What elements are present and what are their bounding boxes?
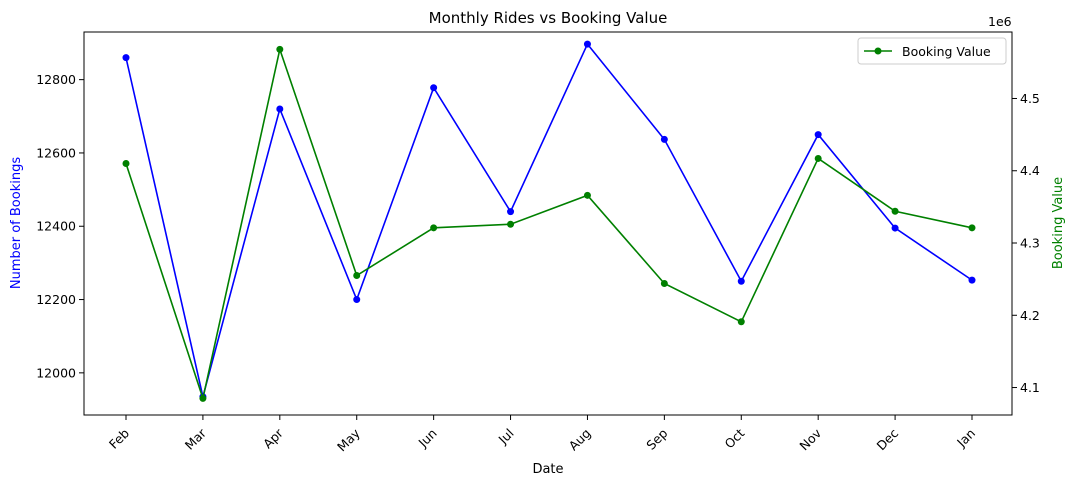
data-point-bookings [660,135,668,143]
left-y-tick-label: 12600 [36,145,76,160]
x-tick-label: Sep [643,425,670,452]
data-point-booking-value [660,279,668,287]
x-tick-label: Aug [566,426,594,454]
right-y-tick-label: 4.3 [1020,236,1040,251]
data-point-booking-value [891,207,899,215]
x-tick-label: Jan [953,426,978,451]
legend-box [857,37,1007,65]
data-point-bookings [353,296,361,304]
data-point-booking-value [199,394,207,402]
left-y-tick-label: 12400 [36,219,76,234]
data-point-booking-value [968,224,976,232]
chart-title: Monthly Rides vs Booking Value [429,9,668,27]
data-point-bookings [968,276,976,284]
right-y-tick-label: 4.4 [1020,163,1040,178]
x-tick-label: Mar [182,425,210,453]
legend-label-booking-value: Booking Value [902,44,991,59]
data-point-bookings [891,224,899,232]
plot-area: Feb Mar Apr May Jun Jul Aug Sep Oct Nov Dec Jan 1200… [36,40,1040,454]
legend: Booking Value [857,37,1007,65]
x-axis-label: Date [532,462,563,477]
right-axis-label: Booking Value [1051,177,1066,269]
legend-marker-booking-value [874,47,882,55]
data-point-bookings [122,54,130,62]
data-point-booking-value [122,160,130,168]
x-tick-label: May [334,425,363,454]
right-y-tick-label: 4.2 [1020,308,1040,323]
data-point-booking-value [507,220,515,228]
right-y-tick-label: 4.5 [1020,91,1040,106]
left-y-tick-label: 12800 [36,72,76,87]
data-point-bookings [276,105,284,113]
right-y-tick-label: 4.1 [1020,380,1040,395]
data-point-booking-value [353,272,361,280]
left-y-tick-label: 12200 [36,292,76,307]
data-point-booking-value [583,191,591,199]
data-point-bookings [583,40,591,48]
data-point-booking-value [814,154,822,162]
data-point-booking-value [276,45,284,53]
x-tick-label: Jun [415,426,440,451]
plot-frame [83,31,1013,416]
left-y-tick-label: 12000 [36,365,76,380]
x-tick-label: Apr [260,425,287,452]
right-axis-offset-text: 1e6 [988,14,1012,29]
x-tick-label: Oct [721,425,747,451]
x-tick-label: Dec [873,425,901,453]
data-point-bookings [507,208,515,216]
data-point-bookings [737,277,745,285]
data-point-booking-value [737,318,745,326]
data-point-bookings [814,131,822,139]
series-line-bookings [125,42,973,397]
data-point-bookings [430,84,438,92]
x-tick-label: Jul [495,426,517,448]
left-axis-label: Number of Bookings [9,157,24,289]
x-tick-label: Nov [796,425,824,453]
x-tick-label: Feb [106,425,132,451]
series-line-booking-value [125,46,973,402]
data-point-booking-value [430,224,438,232]
